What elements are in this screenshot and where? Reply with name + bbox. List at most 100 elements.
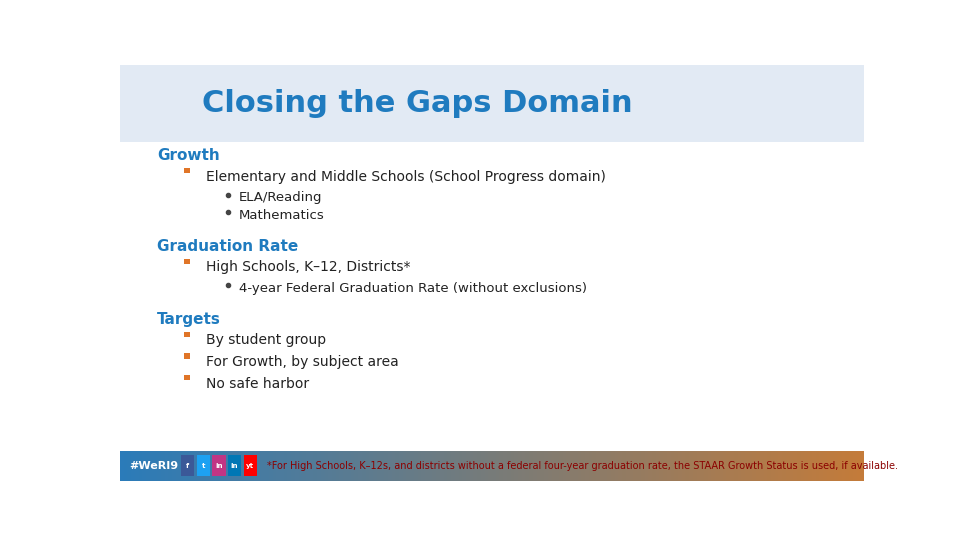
Bar	[763, 451, 767, 481]
Bar	[414, 451, 418, 481]
Bar	[410, 451, 414, 481]
Bar	[205, 451, 209, 481]
Text: No safe harbor: No safe harbor	[205, 377, 309, 390]
Text: ELA/Reading: ELA/Reading	[239, 191, 323, 204]
Bar	[715, 451, 719, 481]
Bar	[436, 451, 440, 481]
Bar	[723, 451, 727, 481]
Text: Closing the Gaps Domain: Closing the Gaps Domain	[203, 89, 633, 118]
Bar	[336, 451, 340, 481]
Bar	[477, 451, 481, 481]
Bar	[376, 451, 380, 481]
Bar	[801, 451, 804, 481]
Bar	[247, 451, 251, 481]
Bar	[823, 451, 827, 481]
Bar	[432, 451, 436, 481]
Bar	[786, 451, 789, 481]
Bar	[406, 451, 410, 481]
Bar	[421, 451, 425, 481]
Bar	[354, 451, 358, 481]
Bar	[180, 451, 183, 481]
Bar	[469, 451, 473, 481]
Bar	[239, 451, 243, 481]
Bar	[225, 451, 228, 481]
Bar	[730, 451, 733, 481]
Bar	[660, 451, 663, 481]
Bar	[667, 451, 670, 481]
Bar	[280, 451, 284, 481]
Bar	[306, 451, 310, 481]
Bar	[321, 451, 324, 481]
Bar	[384, 451, 388, 481]
Bar	[604, 451, 608, 481]
Bar	[161, 451, 165, 481]
Bar	[138, 451, 142, 481]
Bar	[184, 168, 190, 173]
Text: Elementary and Middle Schools (School Progress domain): Elementary and Middle Schools (School Pr…	[205, 170, 606, 184]
Bar	[719, 451, 723, 481]
Bar	[782, 451, 786, 481]
Bar	[120, 65, 864, 141]
Bar	[656, 451, 660, 481]
Bar	[578, 451, 581, 481]
Bar	[551, 451, 555, 481]
Bar	[570, 451, 574, 481]
Bar	[708, 451, 711, 481]
Bar	[499, 451, 503, 481]
Bar	[172, 451, 176, 481]
Bar	[463, 451, 466, 481]
Bar	[213, 451, 217, 481]
Bar	[269, 451, 273, 481]
Bar	[324, 451, 328, 481]
Text: *For High Schools, K–12s, and districts without a federal four-year graduation r: *For High Schools, K–12s, and districts …	[267, 461, 898, 471]
Bar	[332, 451, 336, 481]
Bar	[548, 451, 551, 481]
Bar	[775, 451, 779, 481]
Bar	[209, 451, 213, 481]
Bar	[741, 451, 745, 481]
Bar	[380, 451, 384, 481]
Bar	[733, 451, 737, 481]
Bar	[473, 451, 477, 481]
Text: For Growth, by subject area: For Growth, by subject area	[205, 355, 398, 369]
Bar	[846, 451, 849, 481]
Bar	[146, 451, 150, 481]
Bar	[641, 451, 644, 481]
Bar	[231, 451, 235, 481]
Bar	[184, 375, 190, 381]
Bar	[403, 451, 406, 481]
Text: f: f	[186, 463, 189, 469]
Bar	[611, 451, 614, 481]
Bar	[485, 451, 489, 481]
Bar	[243, 451, 247, 481]
Bar	[511, 451, 515, 481]
Bar	[388, 451, 392, 481]
Bar	[581, 451, 585, 481]
Bar	[793, 451, 797, 481]
Bar	[637, 451, 641, 481]
Bar	[596, 451, 600, 481]
Bar	[440, 451, 444, 481]
Bar	[816, 451, 819, 481]
Bar	[340, 451, 344, 481]
Bar	[622, 451, 626, 481]
Bar	[459, 451, 463, 481]
Bar	[128, 451, 132, 481]
Bar	[310, 451, 314, 481]
Text: in: in	[215, 463, 223, 469]
Bar	[217, 451, 221, 481]
Bar	[273, 451, 276, 481]
Bar	[830, 451, 834, 481]
Bar	[362, 451, 366, 481]
Bar	[711, 451, 715, 481]
Bar	[860, 451, 864, 481]
Text: High Schools, K–12, Districts*: High Schools, K–12, Districts*	[205, 260, 410, 274]
Bar	[183, 451, 187, 481]
Text: t: t	[202, 463, 205, 469]
Bar	[820, 451, 823, 481]
Bar	[771, 451, 775, 481]
Bar	[287, 451, 291, 481]
Bar	[779, 451, 782, 481]
Bar	[670, 451, 674, 481]
Bar	[745, 451, 749, 481]
